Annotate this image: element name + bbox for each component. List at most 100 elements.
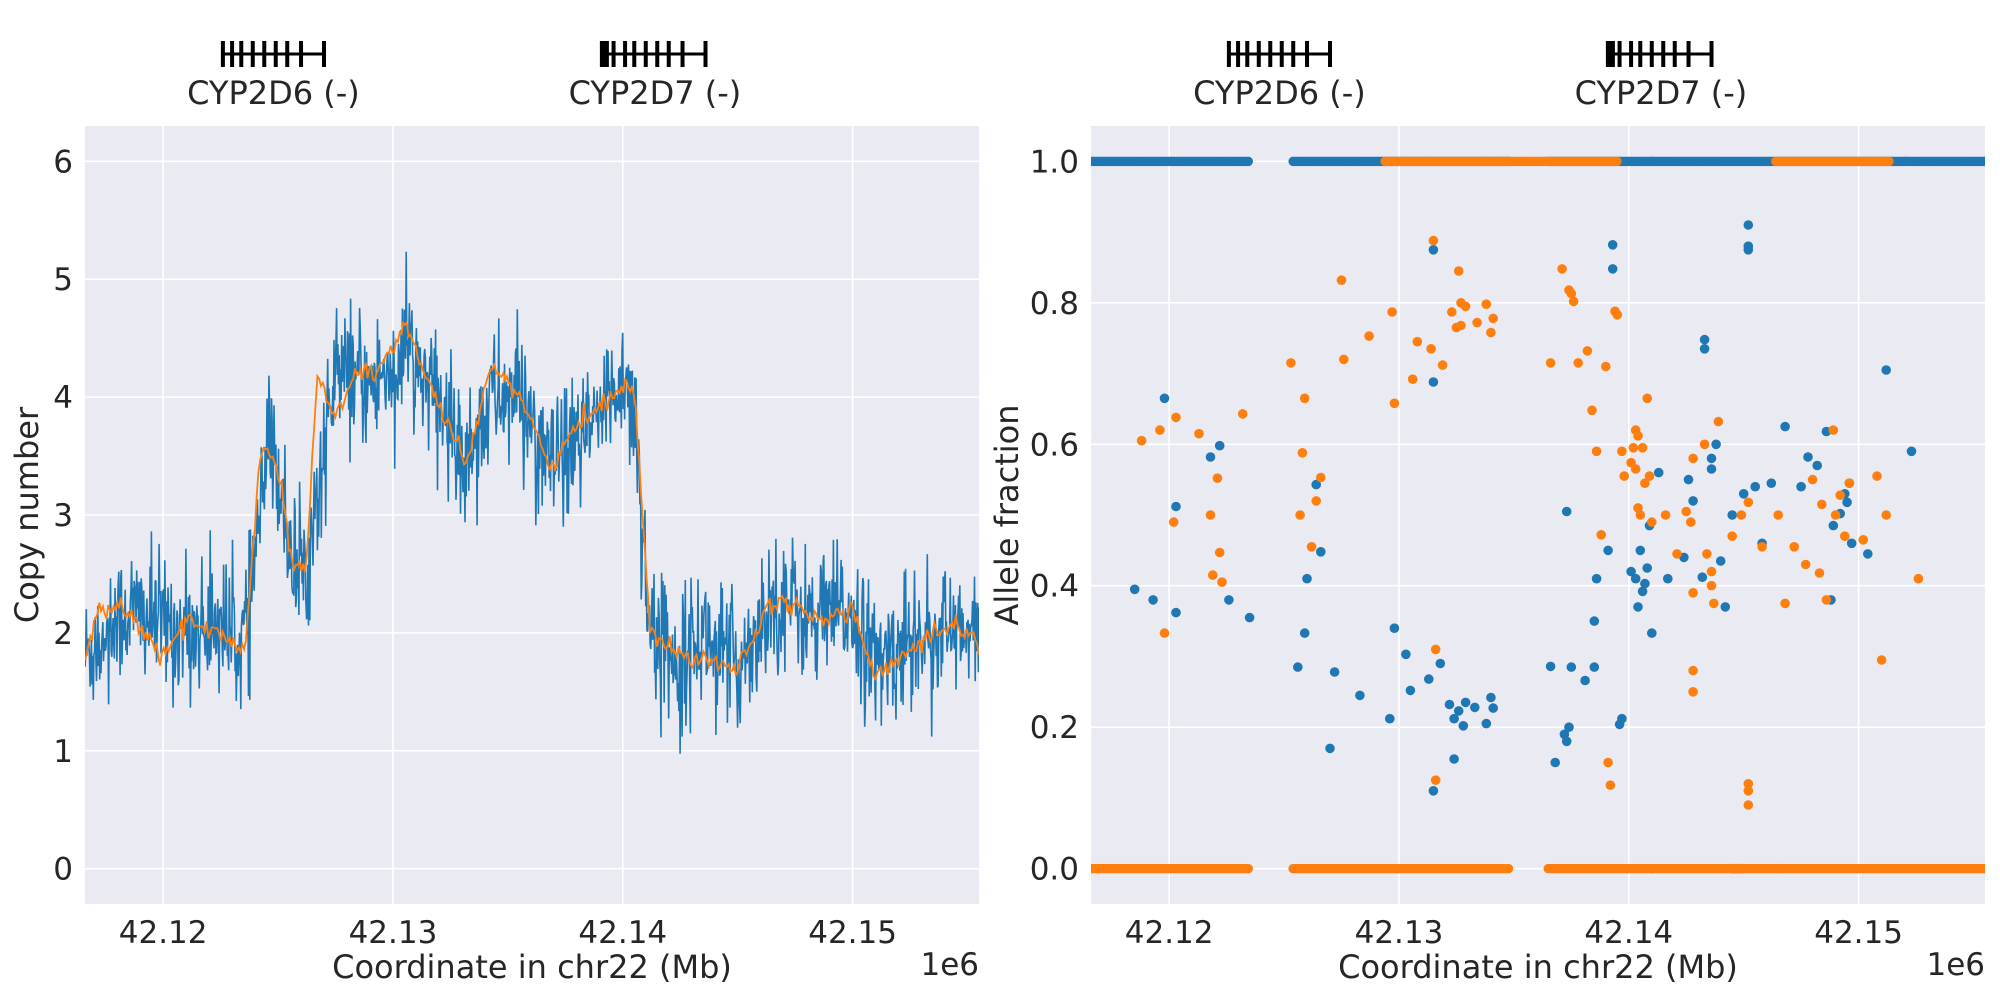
allele-fraction-point-orange — [1706, 580, 1717, 591]
allele-fraction-point-orange — [1566, 288, 1577, 299]
allele-fraction-point-blue — [1171, 501, 1181, 512]
allele-fraction-point-orange — [1306, 542, 1317, 552]
allele-fraction-point-blue — [1979, 156, 1985, 167]
gene-exon — [599, 41, 609, 67]
x-offset-text: 1e6 — [920, 947, 979, 983]
allele-fraction-point-orange — [1858, 535, 1868, 545]
gene-exon — [680, 41, 685, 67]
allele-fraction-point-orange — [1297, 448, 1308, 458]
gene-exon — [703, 41, 708, 67]
allele-fraction-point-orange — [1437, 360, 1448, 370]
allele-fraction-point-orange — [1979, 863, 1985, 874]
allele-fraction-point-orange — [1872, 471, 1882, 481]
allele-fraction-point-orange — [1503, 863, 1514, 874]
allele-fraction-point-orange — [1545, 358, 1556, 368]
allele-fraction-point-blue — [1863, 549, 1873, 559]
allele-fraction-point-orange — [1428, 235, 1439, 246]
allele-fraction-point-blue — [1470, 702, 1480, 713]
allele-fraction-point-blue — [1405, 685, 1416, 696]
allele-fraction-point-orange — [1311, 496, 1321, 506]
allele-fraction-point-orange — [1426, 344, 1436, 354]
allele-fraction-point-orange — [1299, 393, 1310, 404]
x-tick-label: 42.14 — [578, 915, 667, 951]
allele-fraction-point-orange — [1702, 549, 1712, 559]
allele-fraction-point-blue — [1743, 220, 1754, 230]
allele-fraction-point-orange — [1688, 687, 1698, 697]
allele-fraction-point-blue — [1545, 661, 1556, 672]
allele-fraction-point-orange — [1876, 655, 1887, 665]
x-tick-label: 42.13 — [349, 915, 438, 951]
panel-copy-number: 42.12 42.13 42.14 42.15 0 1 2 3 4 5 6 Coordinate in… — [8, 41, 979, 986]
allele-fraction-point-blue — [1720, 602, 1731, 612]
allele-fraction-point-blue — [1640, 578, 1650, 589]
gene-exon — [322, 41, 327, 67]
gene-exon — [262, 41, 267, 67]
gene-label: CYP2D7 (-) — [1575, 74, 1748, 112]
allele-fraction-point-orange — [1800, 559, 1811, 570]
allele-fraction-point-blue — [1243, 156, 1253, 167]
allele-fraction-point-blue — [1738, 489, 1749, 499]
gene-exon — [1226, 41, 1231, 67]
allele-fraction-point-blue — [1401, 649, 1411, 660]
gene-exon — [1672, 41, 1677, 67]
gene-track: CYP2D7 (-) — [569, 41, 741, 112]
allele-fraction-point-blue — [1711, 439, 1721, 450]
allele-fraction-point-blue — [1460, 697, 1471, 708]
allele-fraction-point-orange — [1217, 577, 1227, 587]
allele-fraction-point-orange — [1339, 354, 1349, 365]
allele-fraction-point-blue — [1355, 690, 1365, 701]
gene-exon — [1236, 41, 1241, 67]
y-tick-label: 6 — [53, 144, 73, 180]
allele-fraction-point-orange — [1601, 361, 1611, 372]
allele-fraction-point-blue — [1424, 674, 1434, 684]
allele-fraction-point-orange — [1713, 416, 1724, 427]
allele-fraction-point-orange — [1640, 478, 1650, 489]
allele-fraction-point-blue — [1812, 460, 1822, 471]
allele-fraction-point-orange — [1757, 542, 1767, 552]
allele-fraction-point-blue — [1561, 736, 1572, 747]
x-offset-text: 1e6 — [1926, 947, 1985, 983]
allele-fraction-point-orange — [1194, 428, 1204, 439]
gene-exon — [220, 41, 225, 67]
gene-exon — [1328, 41, 1333, 67]
allele-fraction-point-blue — [1428, 245, 1439, 255]
allele-fraction-point-orange — [1828, 425, 1839, 435]
allele-fraction-point-orange — [1637, 443, 1648, 453]
allele-fraction-point-orange — [1364, 331, 1374, 341]
allele-fraction-point-blue — [1205, 452, 1216, 462]
allele-fraction-point-orange — [1830, 510, 1841, 520]
gene-track: CYP2D6 (-) — [1193, 41, 1366, 112]
allele-fraction-point-blue — [1385, 713, 1395, 724]
allele-fraction-point-orange — [1205, 510, 1216, 520]
allele-fraction-point-orange — [1840, 531, 1850, 541]
allele-fraction-point-orange — [1237, 409, 1248, 419]
allele-fraction-point-orange — [1481, 299, 1492, 310]
y-tick-label: 0.4 — [1030, 569, 1079, 605]
allele-fraction-point-blue — [1626, 566, 1636, 577]
allele-fraction-point-blue — [1630, 573, 1641, 584]
allele-fraction-point-blue — [1881, 365, 1891, 375]
allele-fraction-point-blue — [1715, 556, 1726, 566]
allele-fraction-point-blue — [1803, 452, 1813, 462]
allele-fraction-point-blue — [1561, 506, 1572, 517]
allele-fraction-point-blue — [1171, 607, 1181, 618]
allele-fraction-point-blue — [1688, 496, 1698, 506]
allele-fraction-point-orange — [1617, 446, 1627, 457]
allele-fraction-point-blue — [1697, 572, 1708, 582]
allele-fraction-point-blue — [1444, 699, 1455, 710]
gene-exon — [1638, 41, 1643, 67]
gene-exon — [1279, 41, 1284, 67]
allele-fraction-point-orange — [1472, 317, 1482, 328]
allele-fraction-point-blue — [1302, 573, 1312, 584]
gene-exon — [623, 41, 628, 67]
allele-fraction-point-blue — [1449, 713, 1459, 724]
y-axis-label: Copy number — [8, 406, 46, 623]
allele-fraction-point-blue — [1244, 612, 1255, 623]
allele-fraction-point-blue — [1589, 662, 1600, 672]
allele-fraction-point-orange — [1881, 510, 1891, 520]
gene-label: CYP2D6 (-) — [1193, 74, 1366, 112]
allele-fraction-point-blue — [1589, 616, 1600, 626]
x-tick-label: 42.15 — [1814, 915, 1903, 951]
allele-fraction-point-orange — [1630, 464, 1641, 474]
gene-exon — [1617, 41, 1622, 67]
